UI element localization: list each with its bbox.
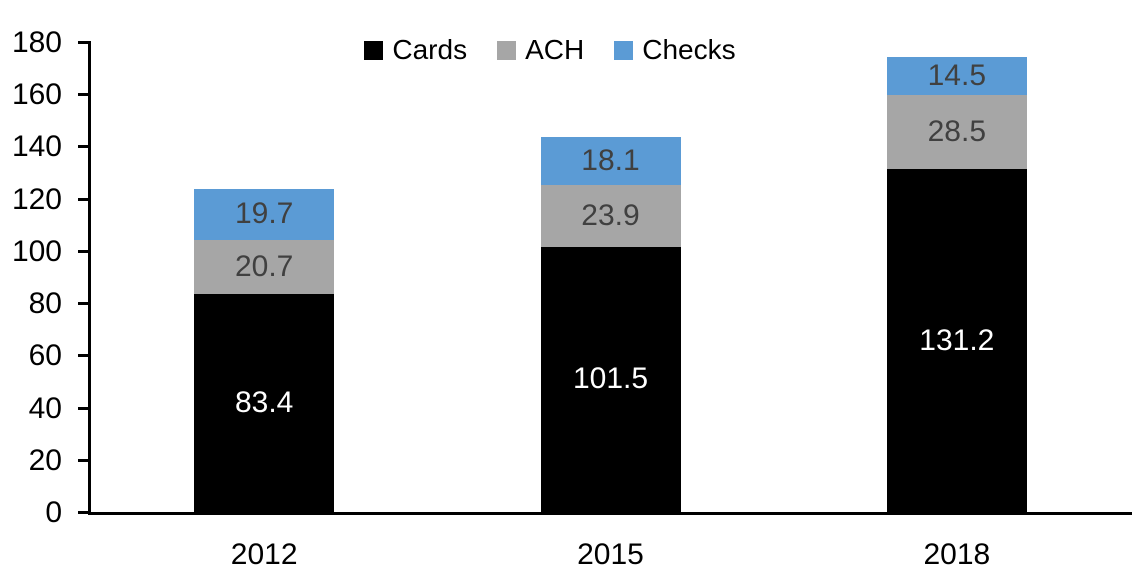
y-axis-tick [78, 511, 88, 514]
bar-segment-ach: 23.9 [540, 184, 681, 247]
data-label: 23.9 [581, 198, 640, 232]
bar-segment-cards: 131.2 [886, 169, 1027, 512]
data-label: 20.7 [234, 250, 294, 284]
legend-swatch-icon [614, 40, 634, 60]
legend-item-cards: Cards [364, 36, 467, 64]
y-axis-tick [78, 302, 88, 306]
chart-legend: Cards ACH Checks [0, 36, 1100, 64]
bar-segment-cards: 83.4 [194, 294, 335, 512]
y-axis-tick [78, 249, 88, 253]
data-label: 18.1 [581, 143, 640, 177]
y-axis-tick [78, 458, 88, 462]
legend-label: ACH [525, 34, 585, 65]
x-axis-label: 2015 [577, 538, 644, 571]
bar-segment-ach: 20.7 [194, 240, 335, 295]
y-axis-tick-label: 20 [28, 443, 62, 477]
bar-2015: 101.5 23.9 18.1 [540, 137, 681, 512]
y-axis-tick-label: 40 [28, 391, 62, 425]
y-axis-tick-label: 0 [45, 496, 62, 529]
legend-label: Checks [642, 34, 736, 65]
x-axis-label: 2012 [230, 538, 298, 571]
bar-segment-cards: 101.5 [540, 246, 681, 512]
data-label: 14.5 [927, 59, 987, 93]
y-axis-tick [78, 354, 88, 358]
y-axis-tick-label: 60 [28, 339, 62, 373]
legend-swatch-icon [364, 40, 384, 60]
x-axis-line [88, 512, 1132, 515]
y-axis-tick [78, 93, 88, 97]
y-axis-tick-label: 180 [11, 26, 62, 59]
legend-item-ach: ACH [497, 36, 584, 64]
x-axis-label: 2018 [923, 538, 991, 571]
y-axis-tick-label: 160 [11, 78, 62, 112]
bar-2018: 131.2 28.5 14.5 [886, 57, 1027, 512]
bar-segment-checks: 18.1 [540, 137, 681, 185]
y-axis-tick [78, 41, 88, 44]
y-axis-tick-label: 140 [11, 130, 62, 164]
bar-segment-checks: 14.5 [886, 57, 1027, 96]
bar-segment-checks: 19.7 [194, 188, 335, 241]
bar-2012: 83.4 20.7 19.7 [194, 188, 335, 512]
y-axis-tick-label: 120 [11, 182, 62, 216]
y-axis-tick-label: 100 [11, 234, 62, 268]
data-label: 101.5 [572, 362, 649, 396]
y-axis-tick [78, 406, 88, 410]
legend-label: Cards [392, 34, 468, 65]
legend-swatch-icon [497, 40, 517, 60]
y-axis-tick [78, 197, 88, 201]
legend-item-checks: Checks [614, 34, 736, 65]
data-label: 19.7 [234, 197, 294, 231]
y-axis-line [88, 41, 91, 515]
data-label: 83.4 [234, 386, 294, 420]
data-label: 28.5 [927, 115, 987, 149]
y-axis-tick [78, 145, 88, 149]
y-axis-tick-label: 80 [28, 287, 62, 321]
data-label: 131.2 [919, 323, 995, 357]
bar-segment-ach: 28.5 [886, 95, 1027, 170]
